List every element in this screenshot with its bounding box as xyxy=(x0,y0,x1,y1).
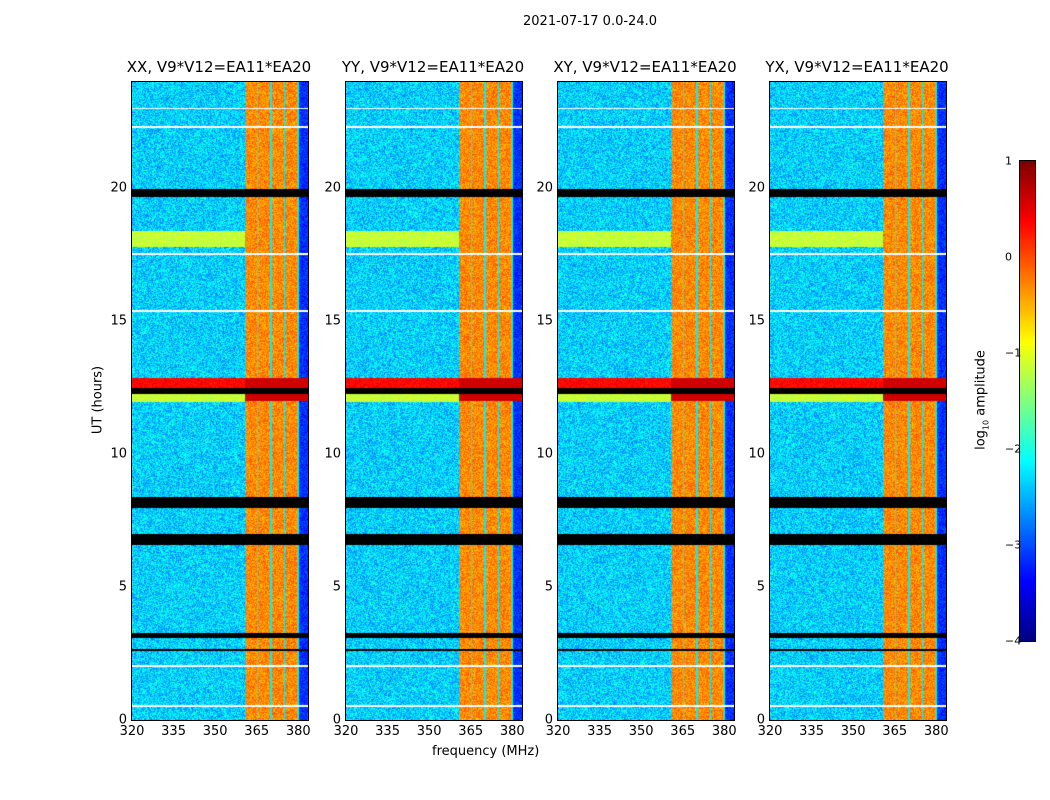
y-tick-label: 20 xyxy=(110,180,127,196)
y-tick-label: 10 xyxy=(324,446,341,462)
y-axis-label: UT (hours) xyxy=(90,365,106,435)
colorbar-tick-label: 1 xyxy=(1005,154,1012,168)
colorbar-label-sub: 10 xyxy=(981,419,991,431)
x-tick-label: 380 xyxy=(499,724,525,739)
colorbar-tick-label: −4 xyxy=(1005,634,1022,648)
panel-title: XX, V9*V12=EA11*EA20 xyxy=(126,58,312,76)
x-tick-label: 335 xyxy=(161,724,186,739)
x-tick-label: 350 xyxy=(840,724,866,739)
x-tick-label: 380 xyxy=(285,724,311,739)
x-tick-label: 350 xyxy=(416,724,442,739)
y-tick-label: 10 xyxy=(110,446,127,462)
colorbar-label: log10 amplitude xyxy=(974,350,991,450)
panel-title: YX, V9*V12=EA11*EA20 xyxy=(765,58,949,76)
x-tick-label: 365 xyxy=(882,724,908,739)
y-tick-label: 0 xyxy=(118,712,127,728)
y-tick-label: 20 xyxy=(536,180,553,196)
x-tick-label: 335 xyxy=(587,724,612,739)
y-tick-label: 20 xyxy=(324,180,341,196)
y-tick-label: 15 xyxy=(110,313,127,329)
colorbar-tick-label: −1 xyxy=(1005,346,1022,360)
y-tick-label: 10 xyxy=(536,446,553,462)
figure-title: 2021-07-17 0.0-24.0 xyxy=(523,14,657,29)
colorbar-label-log: log xyxy=(973,430,989,450)
y-tick-label: 5 xyxy=(118,579,127,595)
heatmap-panel-yy xyxy=(345,81,523,721)
y-tick-label: 15 xyxy=(324,313,341,329)
colorbar-label-rest: amplitude xyxy=(973,350,989,420)
panel-title: YY, V9*V12=EA11*EA20 xyxy=(341,58,525,76)
y-tick-label: 5 xyxy=(332,579,341,595)
x-tick-label: 320 xyxy=(757,724,783,739)
y-tick-label: 0 xyxy=(756,712,765,728)
y-tick-label: 10 xyxy=(748,446,765,462)
colorbar-tick-label: −2 xyxy=(1005,442,1022,456)
colorbar-tick-label: 0 xyxy=(1005,250,1012,264)
y-tick-label: 0 xyxy=(544,712,553,728)
y-tick-label: 15 xyxy=(536,313,553,329)
heatmap-panel-yx xyxy=(769,81,947,721)
y-tick-label: 0 xyxy=(332,712,341,728)
y-tick-label: 5 xyxy=(544,579,553,595)
x-tick-label: 380 xyxy=(923,724,949,739)
x-tick-label: 365 xyxy=(670,724,696,739)
colorbar-tick-label: −3 xyxy=(1005,538,1022,552)
x-tick-label: 320 xyxy=(333,724,359,739)
x-tick-label: 335 xyxy=(375,724,400,739)
x-tick-label: 320 xyxy=(545,724,571,739)
heatmap-panel-xy xyxy=(557,81,735,721)
x-tick-label: 350 xyxy=(628,724,654,739)
x-tick-label: 320 xyxy=(119,724,145,739)
x-tick-label: 350 xyxy=(202,724,228,739)
heatmap-panel-xx xyxy=(131,81,309,721)
colorbar xyxy=(1019,160,1036,642)
y-tick-label: 5 xyxy=(756,579,765,595)
y-tick-label: 15 xyxy=(748,313,765,329)
x-tick-label: 335 xyxy=(799,724,824,739)
x-tick-label: 365 xyxy=(244,724,270,739)
x-tick-label: 365 xyxy=(458,724,484,739)
y-tick-label: 20 xyxy=(748,180,765,196)
x-axis-label: frequency (MHz) xyxy=(432,744,540,759)
panel-title: XY, V9*V12=EA11*EA20 xyxy=(553,58,737,76)
x-tick-label: 380 xyxy=(711,724,737,739)
